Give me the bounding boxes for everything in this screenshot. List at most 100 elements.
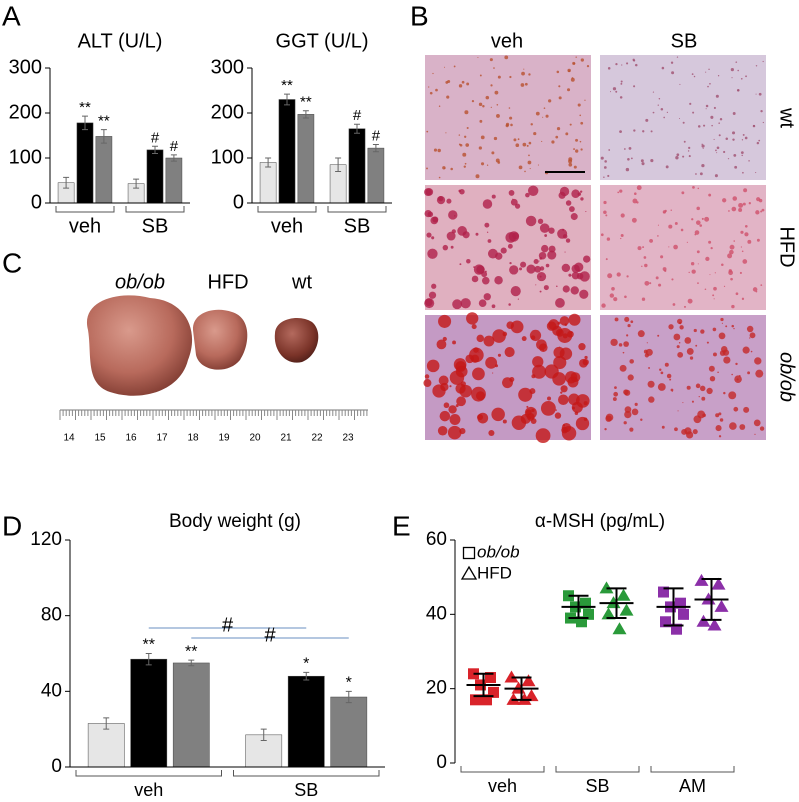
stain-dot — [490, 84, 493, 87]
stain-dot — [631, 408, 639, 416]
bar — [165, 157, 183, 204]
stain-dot — [683, 140, 686, 143]
stain-dot — [761, 208, 765, 212]
stain-dot — [708, 193, 712, 197]
stain-dot — [510, 198, 518, 206]
stain-dot — [491, 407, 505, 422]
bar — [278, 99, 296, 204]
stain-dot — [613, 391, 619, 397]
stain-dot — [473, 264, 485, 275]
stain-dot — [762, 121, 764, 124]
stain-dot — [677, 351, 684, 358]
stain-dot — [752, 287, 758, 292]
stain-dot — [541, 140, 543, 143]
stain-dot — [691, 73, 694, 76]
significance-label: # — [170, 138, 179, 155]
group-bracket — [75, 770, 222, 777]
stain-dot — [558, 96, 562, 100]
sd-bar — [606, 587, 627, 620]
stain-dot — [492, 329, 506, 343]
stain-dot — [545, 263, 550, 268]
stain-dot — [425, 188, 434, 196]
stain-dot — [491, 151, 495, 155]
stain-dot — [723, 391, 726, 395]
stain-dot — [649, 238, 653, 243]
stain-dot — [570, 286, 579, 295]
stain-dot — [734, 165, 738, 169]
stain-dot — [579, 140, 582, 143]
stain-dot — [687, 150, 690, 152]
stain-dot — [682, 402, 684, 404]
stain-dot — [556, 70, 560, 74]
stain-dot — [466, 126, 469, 130]
stain-dot — [504, 346, 515, 358]
bar — [259, 162, 277, 204]
stain-dot — [747, 239, 752, 244]
stain-dot — [452, 340, 456, 345]
stain-dot — [569, 123, 572, 126]
stain-dot — [500, 247, 507, 254]
stain-dot — [733, 406, 739, 412]
stain-dot — [505, 124, 509, 128]
stain-dot — [640, 418, 643, 421]
stain-dot — [693, 75, 696, 78]
stain-dot — [715, 413, 720, 418]
error-bar — [145, 653, 152, 666]
stain-dot — [428, 291, 437, 299]
group-bracket — [257, 206, 317, 213]
stain-dot — [725, 325, 728, 328]
stain-dot — [668, 324, 674, 330]
stain-dot — [657, 104, 659, 106]
stain-dot — [539, 223, 550, 233]
stain-dot — [459, 428, 466, 435]
stain-dot — [607, 67, 611, 70]
chart-title: Body weight (g) — [169, 511, 301, 532]
stain-dot — [568, 393, 580, 406]
stain-dot — [609, 293, 615, 298]
stain-dot — [601, 303, 606, 308]
stain-dot — [438, 375, 449, 386]
stain-dot — [509, 116, 513, 120]
row-label: ob/ob — [776, 352, 798, 402]
stain-dot — [716, 152, 718, 154]
y-tick-label: 60 — [426, 529, 447, 550]
stain-dot — [684, 337, 692, 344]
stain-dot — [748, 202, 751, 205]
stain-dot — [427, 248, 438, 259]
stain-dot — [509, 75, 512, 79]
stain-dot — [624, 295, 627, 299]
stain-dot — [486, 231, 489, 233]
stain-dot — [429, 91, 433, 95]
stain-dot — [745, 75, 747, 78]
stain-dot — [762, 60, 764, 63]
stain-dot — [678, 341, 681, 344]
stain-dot — [607, 174, 610, 178]
stain-dot — [427, 211, 434, 218]
stain-dot — [477, 412, 489, 424]
sd-bar — [511, 676, 532, 701]
stain-dot — [579, 190, 583, 193]
significance-label: ** — [300, 94, 312, 111]
stain-dot — [621, 64, 623, 66]
stain-dot — [435, 88, 438, 92]
stain-dot — [739, 271, 742, 275]
stain-dot — [658, 283, 662, 287]
stain-dot — [729, 422, 737, 430]
data-point — [485, 672, 496, 684]
stain-dot — [610, 338, 618, 347]
stain-dot — [742, 133, 745, 136]
stain-dot — [708, 68, 710, 71]
stain-dot — [655, 276, 659, 280]
data-point — [658, 586, 669, 598]
stain-dot — [438, 196, 444, 202]
stain-dot — [611, 286, 615, 291]
stain-dot — [634, 63, 638, 67]
stain-dot — [631, 217, 637, 223]
stain-dot — [760, 284, 763, 286]
stain-dot — [719, 418, 724, 422]
stain-dot — [483, 335, 495, 347]
ruler-number: 23 — [342, 433, 354, 444]
group-bracket — [55, 206, 115, 213]
stain-dot — [539, 257, 543, 260]
